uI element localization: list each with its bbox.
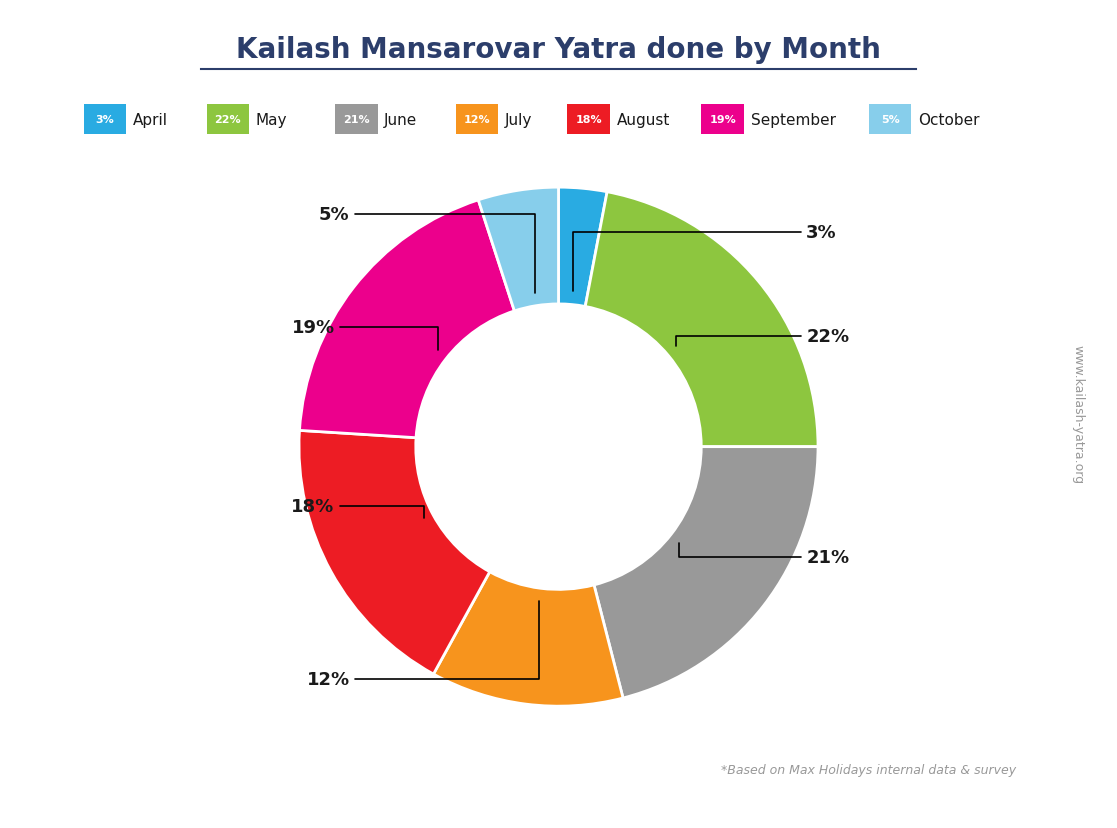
Text: 22%: 22% [677, 328, 849, 347]
Text: July: July [505, 113, 533, 128]
Text: 5%: 5% [881, 115, 899, 125]
Text: 19%: 19% [292, 319, 438, 350]
Text: June: June [384, 113, 418, 128]
Text: 18%: 18% [575, 115, 602, 125]
Text: May: May [256, 113, 287, 128]
Wedge shape [594, 447, 818, 698]
Wedge shape [558, 188, 608, 307]
Text: www.kailash-yatra.org: www.kailash-yatra.org [1071, 344, 1085, 484]
Wedge shape [299, 431, 489, 674]
Text: 12%: 12% [306, 602, 540, 689]
Text: April: April [133, 113, 168, 128]
Text: 21%: 21% [679, 544, 849, 566]
Text: 3%: 3% [573, 224, 837, 292]
Text: September: September [751, 113, 836, 128]
Wedge shape [299, 200, 515, 438]
Text: *Based on Max Holidays internal data & survey: *Based on Max Holidays internal data & s… [722, 763, 1016, 777]
Text: Kailash Mansarovar Yatra done by Month: Kailash Mansarovar Yatra done by Month [236, 36, 881, 64]
Text: August: August [617, 113, 670, 128]
Text: October: October [918, 113, 980, 128]
Wedge shape [478, 188, 558, 311]
Text: 21%: 21% [343, 115, 370, 125]
Text: 22%: 22% [214, 115, 241, 125]
Text: 18%: 18% [292, 498, 424, 518]
Text: 3%: 3% [96, 115, 114, 125]
Wedge shape [433, 572, 623, 706]
Text: 5%: 5% [319, 205, 535, 293]
Wedge shape [585, 193, 818, 447]
Text: 12%: 12% [464, 115, 490, 125]
Text: 19%: 19% [709, 115, 736, 125]
